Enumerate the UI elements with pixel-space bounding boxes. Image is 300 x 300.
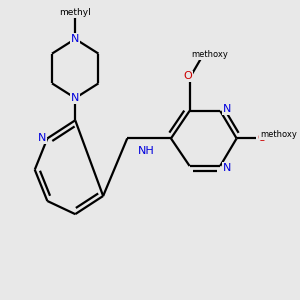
Text: NH: NH bbox=[138, 146, 155, 156]
Text: N: N bbox=[71, 93, 80, 103]
Text: N: N bbox=[38, 134, 46, 143]
Text: O: O bbox=[184, 71, 193, 82]
Text: N: N bbox=[222, 163, 231, 172]
Text: methoxy: methoxy bbox=[191, 50, 228, 59]
Text: methoxy: methoxy bbox=[260, 130, 297, 139]
Text: N: N bbox=[222, 104, 231, 114]
Text: N: N bbox=[71, 34, 80, 44]
Text: O: O bbox=[257, 134, 266, 143]
Text: methyl: methyl bbox=[59, 8, 91, 17]
